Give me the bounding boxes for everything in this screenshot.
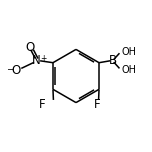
Text: O: O <box>12 64 21 77</box>
Text: +: + <box>40 54 46 63</box>
Text: OH: OH <box>122 65 137 75</box>
Text: F: F <box>94 98 101 111</box>
Text: N: N <box>32 54 41 67</box>
Text: −: − <box>6 64 13 73</box>
Text: OH: OH <box>122 47 137 57</box>
Text: O: O <box>25 41 34 54</box>
Text: B: B <box>108 54 117 67</box>
Text: F: F <box>38 98 45 111</box>
